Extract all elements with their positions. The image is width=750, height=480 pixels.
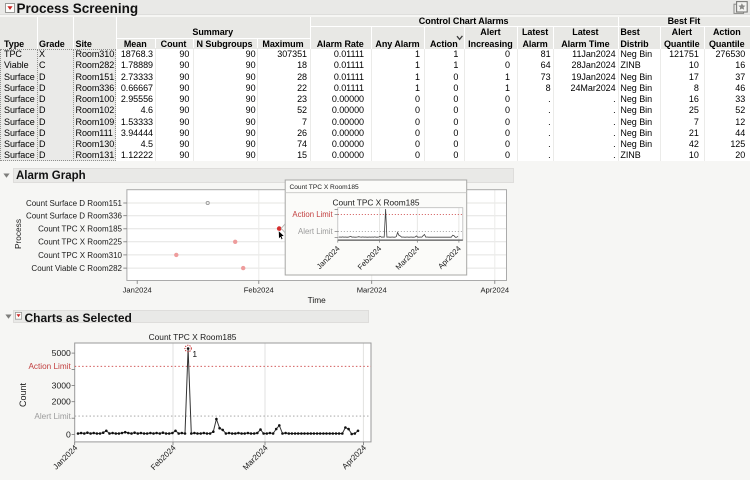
- svg-text:Count TPC X Room310: Count TPC X Room310: [38, 251, 122, 260]
- svg-text:Count Viable C Room282: Count Viable C Room282: [31, 264, 122, 273]
- svg-text:1: 1: [192, 349, 197, 359]
- svg-text:Count TPC X Room185: Count TPC X Room185: [38, 225, 122, 234]
- svg-text:2000: 2000: [52, 397, 71, 407]
- svg-text:Action Limit: Action Limit: [292, 210, 333, 219]
- svg-text:5000: 5000: [52, 348, 71, 358]
- svg-text:3000: 3000: [52, 381, 71, 391]
- svg-text:Count TPC X Room185: Count TPC X Room185: [290, 184, 359, 191]
- svg-text:Count TPC X Room225: Count TPC X Room225: [38, 238, 122, 247]
- svg-text:Time: Time: [308, 295, 327, 305]
- svg-text:Jan2024: Jan2024: [123, 285, 152, 294]
- svg-text:Process: Process: [13, 219, 23, 249]
- svg-text:Action Limit: Action Limit: [28, 362, 71, 371]
- svg-text:Jan2024: Jan2024: [51, 443, 79, 471]
- svg-text:Count TPC X Room185: Count TPC X Room185: [332, 197, 419, 207]
- svg-text:Count Surface D Room151: Count Surface D Room151: [26, 199, 123, 208]
- svg-text:Alert Limit: Alert Limit: [34, 412, 71, 421]
- svg-text:Feb2024: Feb2024: [149, 443, 178, 472]
- svg-text:Feb2024: Feb2024: [244, 285, 274, 294]
- svg-text:Count Surface D Room336: Count Surface D Room336: [26, 212, 123, 221]
- svg-text:Alert Limit: Alert Limit: [298, 227, 333, 236]
- svg-text:Apr2024: Apr2024: [480, 285, 509, 294]
- svg-text:Mar2024: Mar2024: [357, 285, 387, 294]
- svg-text:Count: Count: [18, 383, 28, 408]
- svg-text:0: 0: [66, 430, 71, 440]
- svg-text:Mar2024: Mar2024: [241, 443, 270, 472]
- svg-text:Apr2024: Apr2024: [340, 443, 368, 471]
- svg-text:Count TPC X Room185: Count TPC X Room185: [149, 332, 237, 342]
